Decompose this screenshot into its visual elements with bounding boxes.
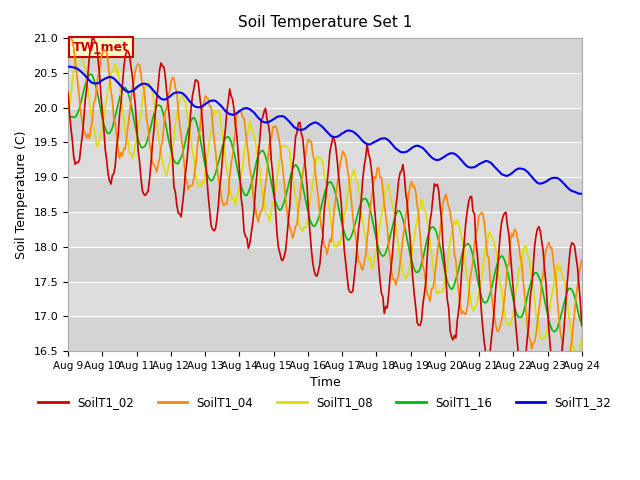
Title: Soil Temperature Set 1: Soil Temperature Set 1 — [237, 15, 412, 30]
X-axis label: Time: Time — [310, 376, 340, 389]
Text: TW_met: TW_met — [73, 41, 129, 54]
Bar — [68, 212, 582, 247]
Bar — [68, 247, 582, 282]
Bar — [68, 108, 582, 143]
Bar — [68, 177, 582, 212]
Bar — [68, 38, 582, 73]
Bar — [68, 73, 582, 108]
Bar — [68, 316, 582, 351]
Bar — [68, 143, 582, 177]
Y-axis label: Soil Temperature (C): Soil Temperature (C) — [15, 131, 28, 259]
Bar — [68, 282, 582, 316]
Legend: SoilT1_02, SoilT1_04, SoilT1_08, SoilT1_16, SoilT1_32: SoilT1_02, SoilT1_04, SoilT1_08, SoilT1_… — [34, 392, 616, 414]
